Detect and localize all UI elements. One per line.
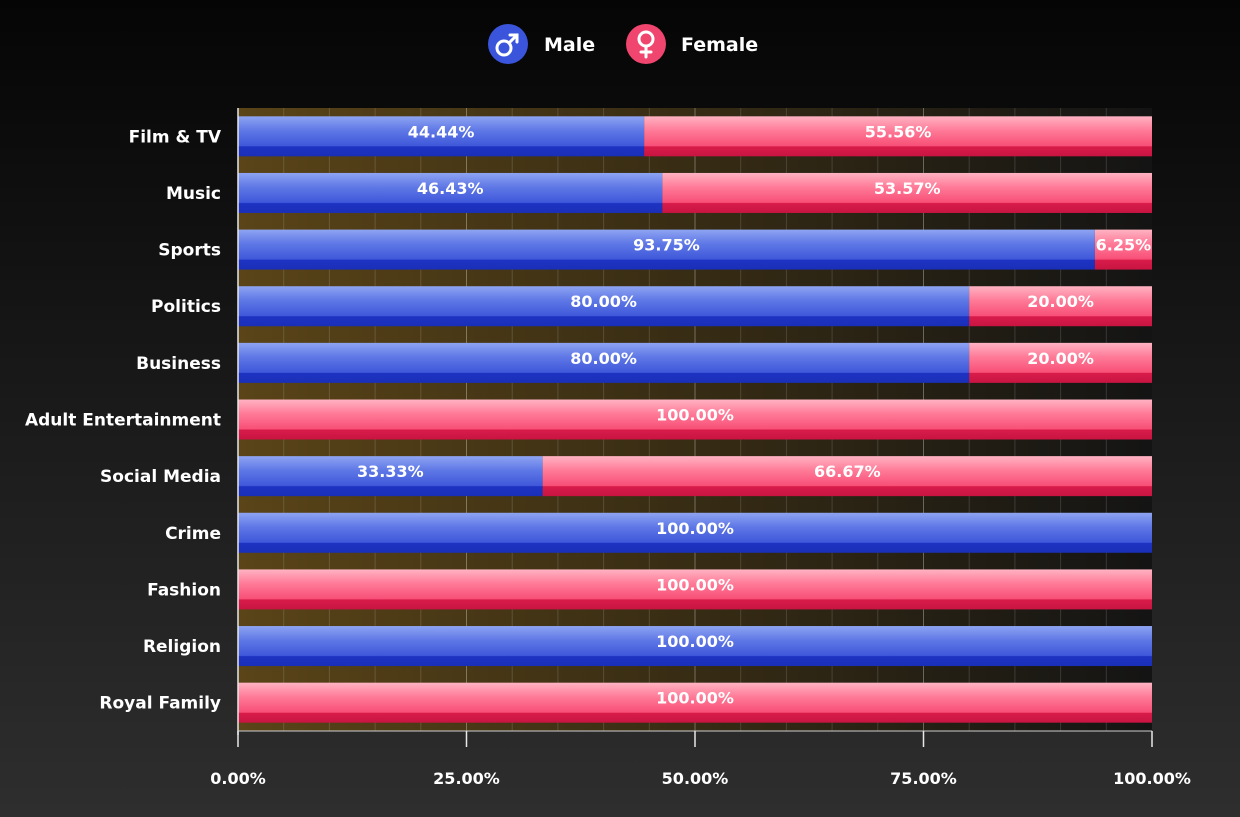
bar-segment-male: [238, 456, 543, 497]
category-label: Film & TV: [129, 127, 222, 147]
bar-segment-female: [969, 342, 1152, 383]
legend: Male Female: [488, 24, 758, 64]
value-label: 6.25%: [1096, 236, 1152, 255]
x-tick-label: 75.00%: [890, 769, 957, 788]
value-label: 53.57%: [874, 179, 941, 198]
bar-segment-female: [542, 456, 1152, 497]
value-label: 66.67%: [814, 462, 881, 481]
category-label: Sports: [158, 241, 221, 261]
bar-segment-female: [644, 116, 1152, 157]
x-tick-label: 50.00%: [662, 769, 729, 788]
bars: [238, 116, 1152, 723]
category-label: Politics: [151, 297, 221, 317]
female-icon: [626, 24, 666, 64]
bar-segment-male: [238, 342, 970, 383]
value-labels: 44.44% 55.56% 46.43% 53.57% 93.75% 6.25% 80.00…: [357, 122, 1151, 707]
bar-segment-female: [238, 682, 1152, 723]
value-label: 33.33%: [357, 462, 424, 481]
bar-segment-female: [969, 286, 1152, 327]
value-label: 20.00%: [1027, 349, 1094, 368]
bar-segment-male: [238, 512, 1152, 553]
x-tick-label: 0.00%: [210, 769, 266, 788]
legend-label-male: Male: [544, 34, 595, 56]
bar-segment-female: [1094, 229, 1152, 270]
value-label: 100.00%: [656, 575, 734, 594]
bar-segment-female: [662, 172, 1152, 213]
value-label: 20.00%: [1027, 292, 1094, 311]
value-label: 44.44%: [408, 122, 475, 141]
bar-segment-male: [238, 116, 645, 157]
female-symbol: [637, 30, 655, 59]
value-label: 100.00%: [656, 632, 734, 651]
value-label: 100.00%: [656, 406, 734, 425]
legend-item-female: Female: [626, 24, 758, 64]
category-label: Religion: [143, 637, 221, 657]
value-label: 80.00%: [570, 349, 637, 368]
value-label: 100.00%: [656, 689, 734, 708]
category-label: Crime: [165, 524, 221, 544]
x-tick-label: 25.00%: [433, 769, 500, 788]
value-label: 55.56%: [865, 122, 932, 141]
value-label: 100.00%: [656, 519, 734, 538]
category-label: Social Media: [100, 467, 221, 487]
category-label: Fashion: [147, 580, 221, 600]
bar-segment-male: [238, 172, 663, 213]
bar-segment-female: [238, 569, 1152, 610]
value-label: 46.43%: [417, 179, 484, 198]
category-labels: Film & TV Music Sports Politics Business Adul…: [25, 127, 222, 713]
bar-segment-male: [238, 229, 1095, 270]
category-label: Royal Family: [99, 694, 221, 714]
category-label: Business: [136, 354, 221, 374]
value-label: 93.75%: [633, 236, 700, 255]
legend-label-female: Female: [681, 34, 758, 56]
category-label: Adult Entertainment: [25, 411, 221, 431]
category-label: Music: [166, 184, 221, 204]
x-tick-label: 100.00%: [1113, 769, 1191, 788]
x-axis-ticks: 0.00% 25.00% 50.00% 75.00% 100.00%: [210, 731, 1191, 788]
value-label: 80.00%: [570, 292, 637, 311]
bar-segment-female: [238, 399, 1152, 440]
bar-segment-male: [238, 626, 1152, 667]
legend-item-male: Male: [488, 24, 595, 64]
male-symbol: [495, 33, 519, 57]
bar-segment-male: [238, 286, 970, 327]
